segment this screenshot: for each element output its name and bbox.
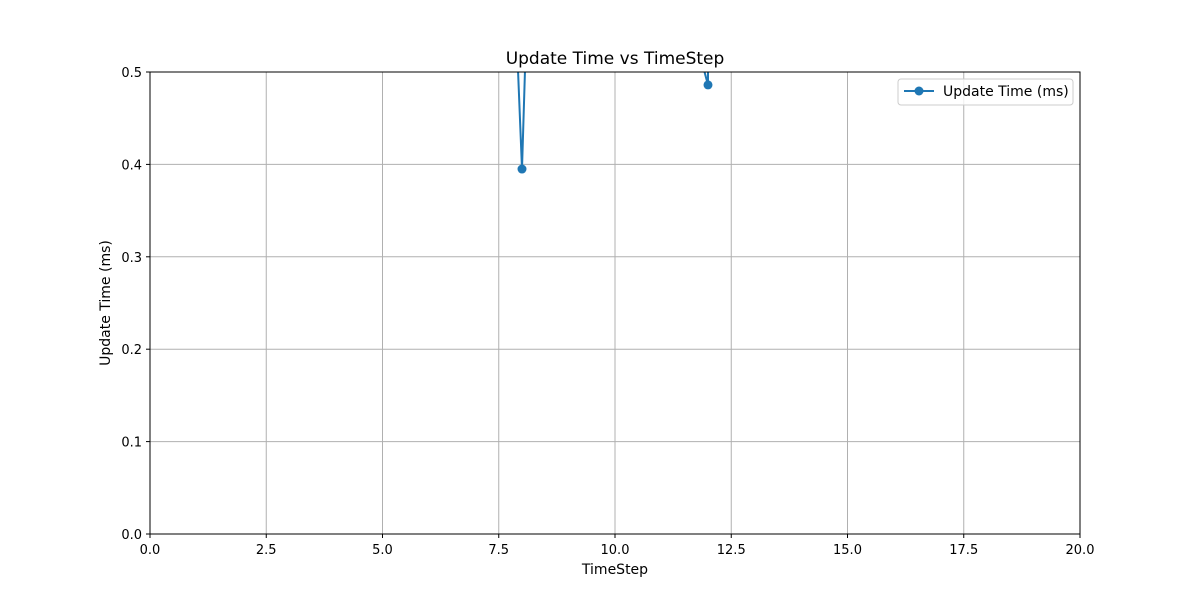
x-tick-label: 5.0 — [372, 543, 393, 558]
legend-box — [897, 78, 1074, 106]
ticks: 0.0 2.5 5.0 7.5 10.0 12.5 15.0 17.5 20.0 0.0 0.1 0.… — [121, 66, 1094, 558]
y-tick-label: 0.1 — [121, 436, 142, 451]
y-tick-label: 0.2 — [121, 343, 142, 358]
y-tick-label: 0.4 — [121, 158, 142, 173]
x-tick-label: 20.0 — [1066, 543, 1095, 558]
x-tick-label: 12.5 — [717, 543, 746, 558]
legend-marker-swatch — [914, 86, 924, 96]
series-layer — [517, 72, 713, 174]
x-tick-label: 7.5 — [488, 543, 509, 558]
y-axis-label: Update Time (ms) — [98, 240, 114, 366]
y-tick-label: 0.3 — [121, 251, 142, 266]
x-tick-label: 2.5 — [256, 543, 277, 558]
data-point — [703, 80, 713, 90]
x-tick-label: 15.0 — [833, 543, 862, 558]
chart-title: Update Time vs TimeStep — [506, 49, 725, 69]
y-tick-label: 0.5 — [121, 66, 142, 81]
legend: Update Time (ms) — [897, 78, 1074, 106]
y-tick-label: 0.0 — [121, 528, 142, 543]
x-tick-label: 10.0 — [601, 543, 630, 558]
x-tick-label: 17.5 — [949, 543, 978, 558]
legend-entry-label: Update Time (ms) — [943, 84, 1069, 100]
x-axis-label: TimeStep — [581, 562, 648, 578]
data-point — [517, 164, 527, 174]
x-tick-label: 0.0 — [140, 543, 161, 558]
